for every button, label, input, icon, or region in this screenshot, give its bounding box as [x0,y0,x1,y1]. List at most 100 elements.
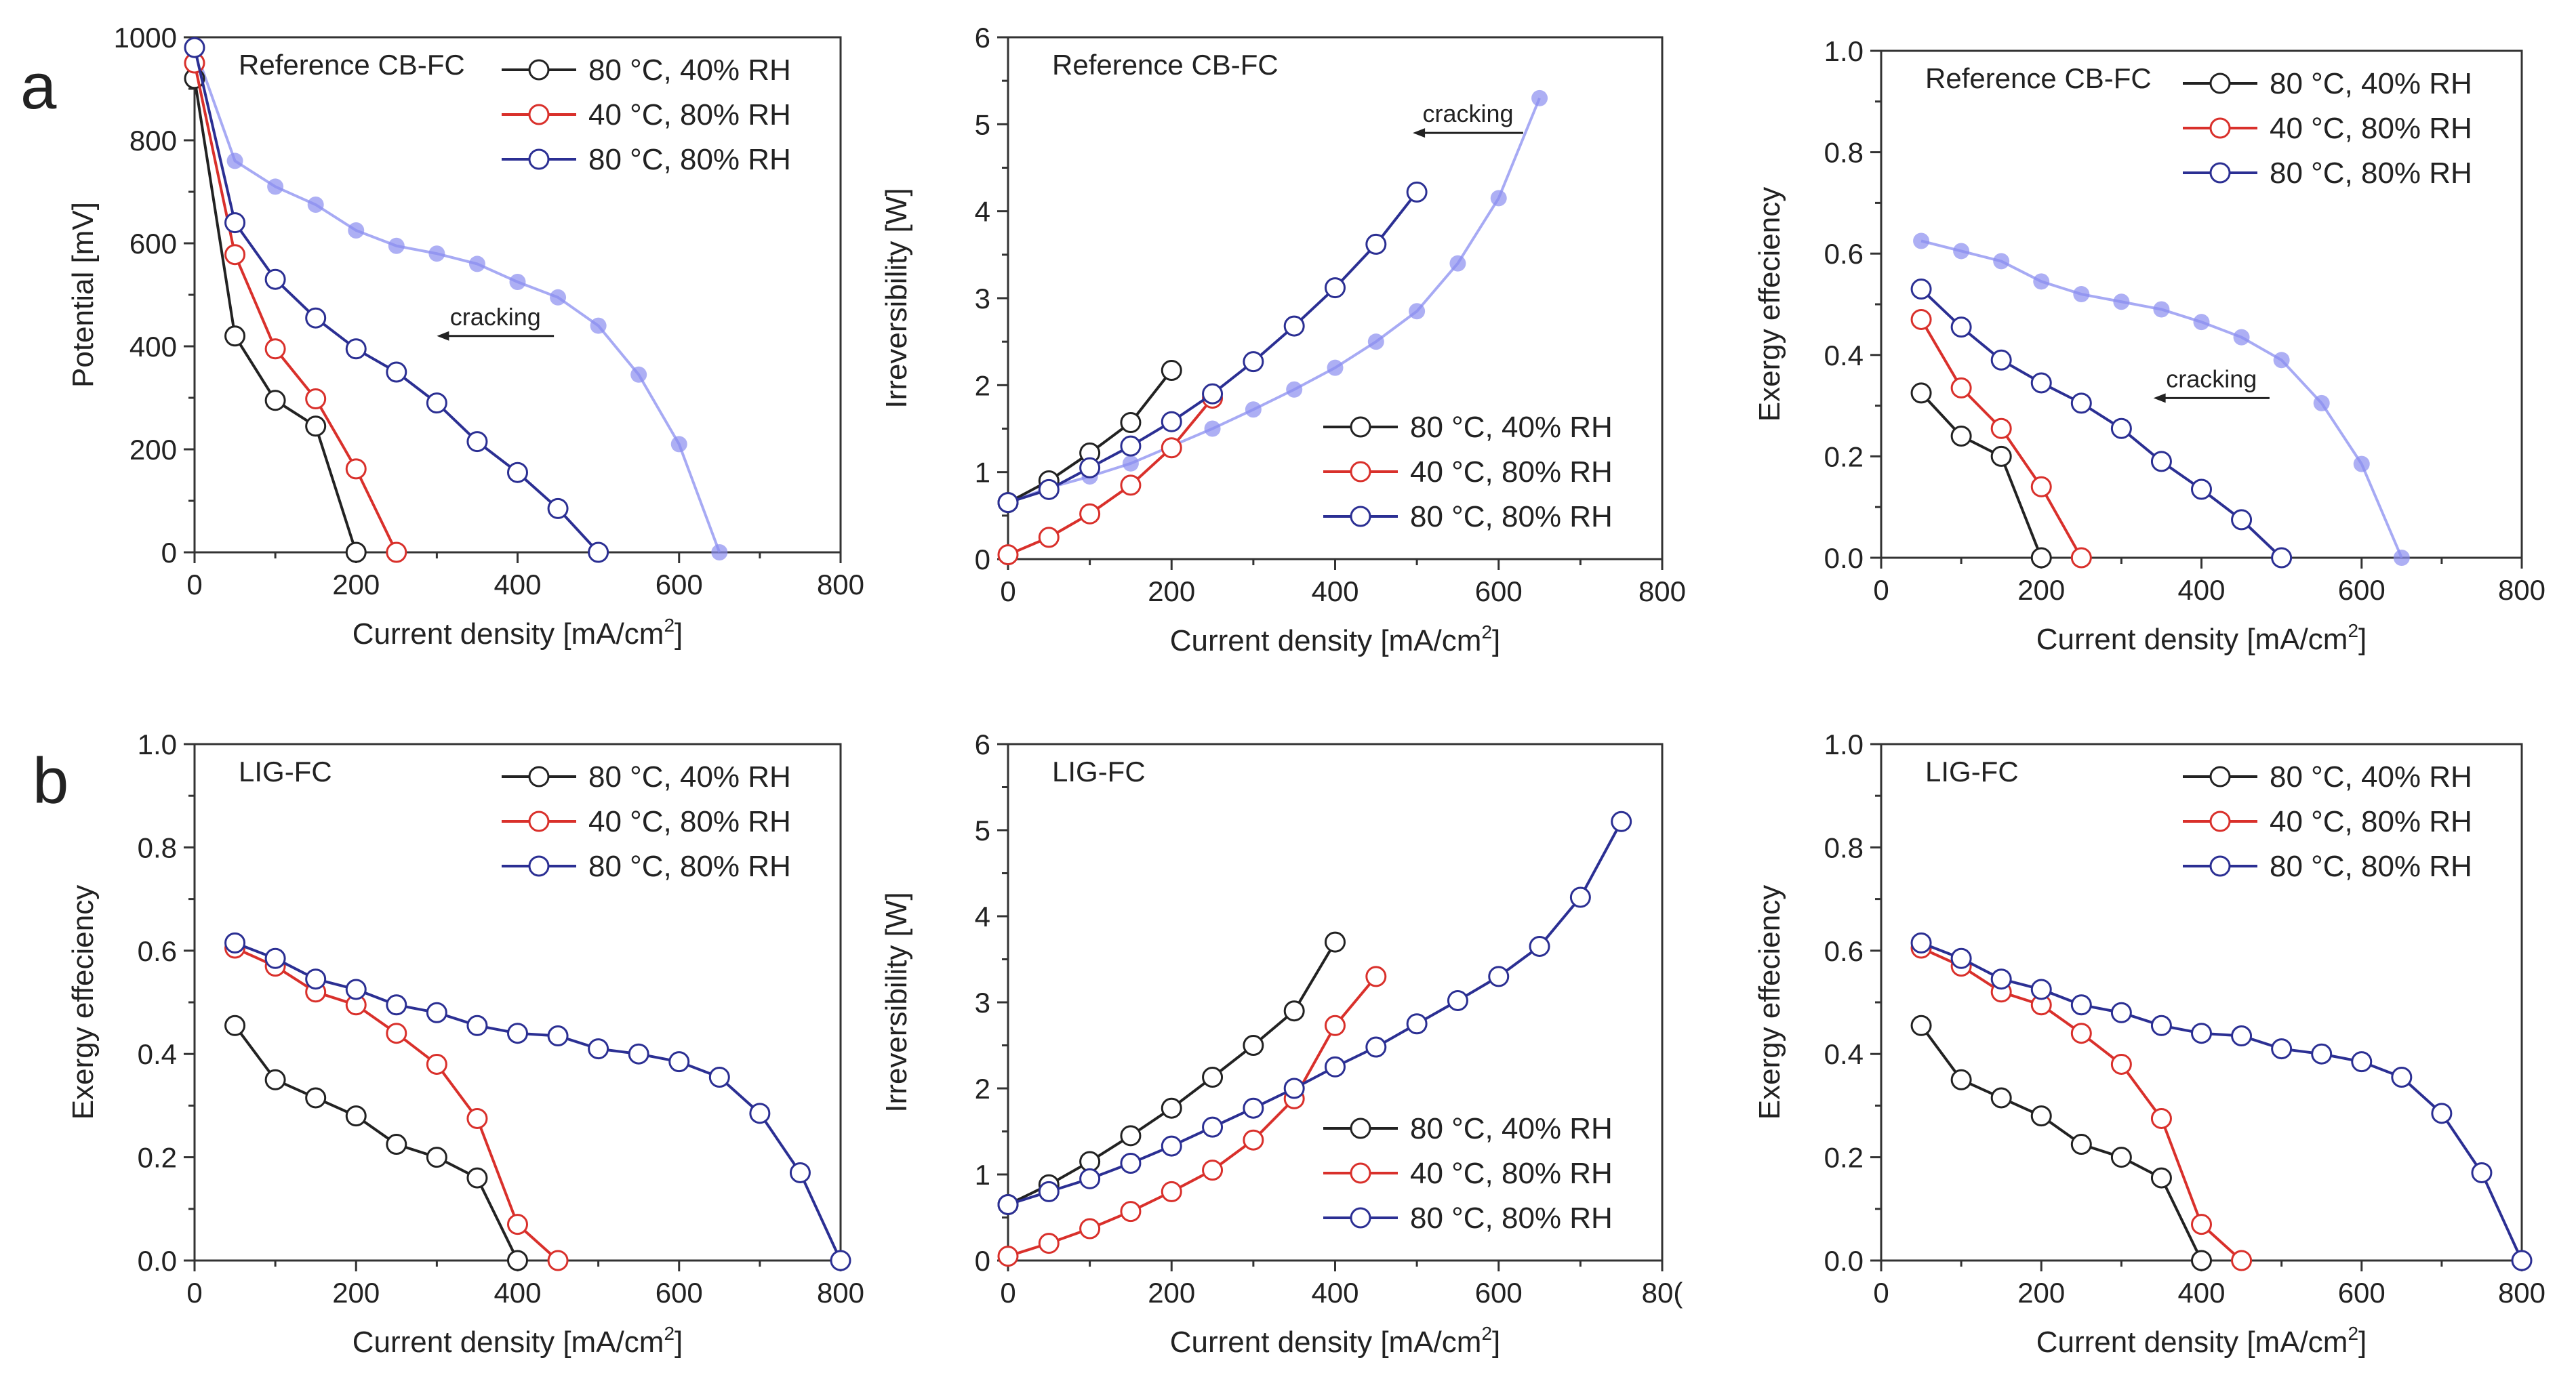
series-3-point [997,492,1019,514]
series-3-point [1161,411,1182,432]
x-axis-label: Current density [mA/cm2] [1170,621,1501,657]
legend-label: 80 °C, 80% RH [2270,850,2472,883]
series-2-point [1079,1218,1101,1240]
x-tick-label: 0 [186,1277,202,1309]
legend-label: 80 °C, 80% RH [588,850,791,883]
series-3-point [507,1023,528,1044]
x-tick-label: 0 [1000,575,1015,607]
series-3-point [1120,1152,1142,1174]
cracking-point [2233,329,2250,346]
legend-label: 80 °C, 80% RH [2270,157,2472,190]
series-3-point [749,1103,771,1124]
cracking-point [2313,394,2330,411]
series-2-point [1120,1201,1142,1223]
series-3-point [1283,315,1305,337]
chart-6: 0 200 400 600 800 0.0 0.2 0.4 0.6 0.8 1.0 Current d… [1753,729,2545,1359]
series-3-point [1283,1078,1305,1099]
series-2-point [466,1107,488,1129]
cracking-point [2073,286,2090,303]
legend-marker [1350,461,1371,483]
y-tick-label: 1 [975,457,990,489]
series-2-point [997,544,1019,566]
legend-marker [2209,855,2231,877]
chart-1: 0 200 400 600 800 0 200 400 600 800 1000 Current de… [66,22,864,651]
series-1-point [345,1105,367,1127]
y-tick-label: 0.0 [1824,1245,1864,1277]
series-line-3 [1007,191,1418,504]
series-1-point [1990,445,2012,467]
y-tick-label: 0.2 [1824,441,1864,472]
series-3-point [708,1066,730,1088]
y-tick-label: 0.6 [1824,935,1864,967]
legend-label: 40 °C, 80% RH [1410,455,1613,489]
series-1-point [2150,1167,2172,1189]
series-1-point [1910,382,1932,404]
legend-label: 40 °C, 80% RH [2270,805,2472,838]
legend-marker [528,766,550,787]
series-1-point [2110,1147,2132,1168]
series-1-point [1120,412,1142,434]
legend-marker [528,855,550,877]
legend-label: 40 °C, 80% RH [1410,1157,1613,1190]
y-tick-label: 600 [129,228,177,260]
cracking-point [428,245,445,262]
panel-title: Reference CB-FC [1052,49,1279,81]
y-tick-label: 1.0 [138,729,177,760]
y-tick-label: 0.2 [138,1142,177,1174]
series-3-point [426,392,447,414]
cracking-point [2353,455,2370,472]
series-2-point [1202,1160,1224,1181]
x-tick-label: 400 [2177,574,2225,606]
series-3-point [1079,1168,1101,1189]
x-tick-label: 800 [2498,574,2545,606]
x-tick-label: 800 [817,1277,864,1309]
series-3-point [345,338,367,360]
legend-label: 40 °C, 80% RH [588,805,791,838]
series-2-point [426,1053,447,1075]
x-tick-label: 400 [2177,1277,2225,1309]
legend-marker [1350,506,1371,527]
series-1-point [1950,1069,1972,1090]
series-1-point [466,1167,488,1189]
series-2-point [224,244,246,266]
panel-letter-b: b [33,745,68,817]
cracking-point [1531,89,1548,106]
y-tick-label: 2 [975,1073,990,1105]
series-3-point [830,1250,851,1271]
cracking-arrowhead [437,331,449,341]
series-1-point [1910,1015,1932,1036]
cracking-arrowhead [1413,128,1426,138]
series-3-point [1569,886,1591,908]
x-tick-label: 400 [1311,1277,1359,1309]
y-tick-label: 1000 [114,22,177,54]
legend-marker [528,148,550,170]
series-3-point [426,1002,447,1023]
y-axis-label: Irreversibility [W] [880,892,913,1112]
x-tick-label: 800 [1638,575,1686,607]
x-axis-label: Current density [mA/cm2] [353,615,683,651]
series-3-point [2030,979,2052,1000]
series-3-point [1529,935,1550,957]
series-1-point [1120,1125,1142,1147]
series-3-point [1950,947,1972,969]
series-3-point [2110,1002,2132,1023]
series-2-point [1038,1233,1060,1254]
x-axis-label: Current density [mA/cm2] [1170,1323,1501,1359]
chart-3: 0 200 400 600 800 0.0 0.2 0.4 0.6 0.8 1.0 Current d… [1753,35,2545,656]
y-axis-label: Exergy effeciency [1753,885,1786,1120]
cracking-arrowhead [2153,393,2166,403]
x-tick-label: 200 [332,569,380,600]
legend-marker [528,811,550,832]
series-3-point [547,1025,569,1047]
series-1-point [1325,931,1346,953]
legend-marker [2209,117,2231,139]
cracking-point [1913,232,1930,249]
series-2-point [1079,503,1101,525]
panel-title: Reference CB-FC [1925,62,2152,94]
x-tick-label: 600 [2338,574,2386,606]
cracking-point [468,255,485,272]
series-2-point [1950,377,1972,398]
cracking-point [388,237,405,254]
legend-marker [528,59,550,81]
